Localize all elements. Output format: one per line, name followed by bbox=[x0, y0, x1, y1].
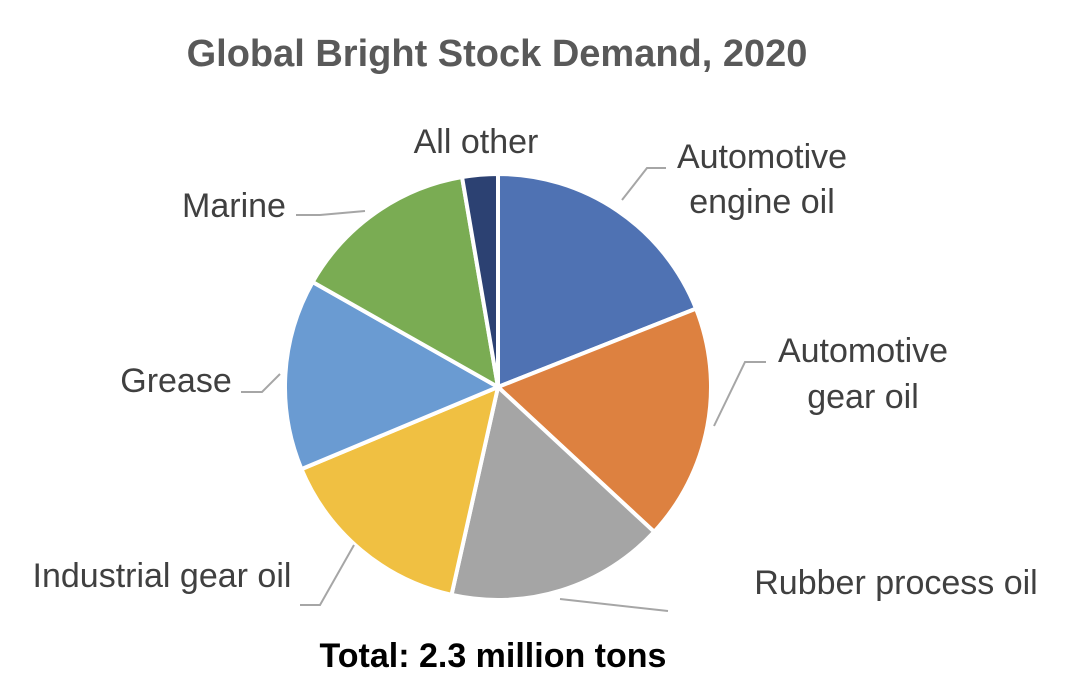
slice-label-line: gear oil bbox=[807, 378, 919, 416]
slice-label: Automotive engine oil bbox=[677, 138, 847, 221]
chart-title: Global Bright Stock Demand, 2020 bbox=[187, 33, 808, 75]
slice-label: Grease bbox=[120, 362, 232, 400]
slice-label: Marine bbox=[182, 187, 286, 225]
slice-label-line: Automotive bbox=[677, 138, 847, 176]
slice-label-line: All other bbox=[414, 123, 539, 161]
pie-slices bbox=[283, 172, 713, 602]
leader-line bbox=[241, 373, 281, 393]
slice-label-line: Rubber process oil bbox=[754, 564, 1037, 602]
slice-label-line: Marine bbox=[182, 187, 286, 225]
pie-slice bbox=[460, 172, 500, 389]
slice-label-line: engine oil bbox=[689, 183, 835, 221]
pie-slice bbox=[449, 385, 657, 602]
leader-line bbox=[300, 544, 355, 606]
slice-label: Industrial gear oil bbox=[33, 557, 292, 595]
chart-total: Total: 2.3 million tons bbox=[320, 637, 667, 675]
pie-slice bbox=[283, 280, 500, 472]
slice-label: Rubber process oil bbox=[754, 564, 1037, 602]
pie-slice bbox=[496, 172, 699, 389]
leader-line bbox=[559, 598, 669, 612]
slice-label-line: Automotive bbox=[778, 332, 948, 370]
slice-labels: Automotive engine oil Automotive gear oil Ru… bbox=[33, 123, 1038, 602]
leader-line bbox=[296, 210, 366, 216]
slice-label: Automotive gear oil bbox=[778, 332, 948, 416]
pie-slice bbox=[496, 306, 713, 534]
slice-label: All other bbox=[414, 123, 539, 161]
leader-lines bbox=[241, 167, 766, 612]
pie-slice bbox=[310, 175, 500, 389]
pie-slice bbox=[299, 385, 500, 597]
leader-line bbox=[713, 361, 766, 427]
leader-line bbox=[621, 167, 666, 201]
slice-label-line: Industrial gear oil bbox=[33, 557, 292, 595]
slice-label-line: Grease bbox=[120, 362, 232, 400]
